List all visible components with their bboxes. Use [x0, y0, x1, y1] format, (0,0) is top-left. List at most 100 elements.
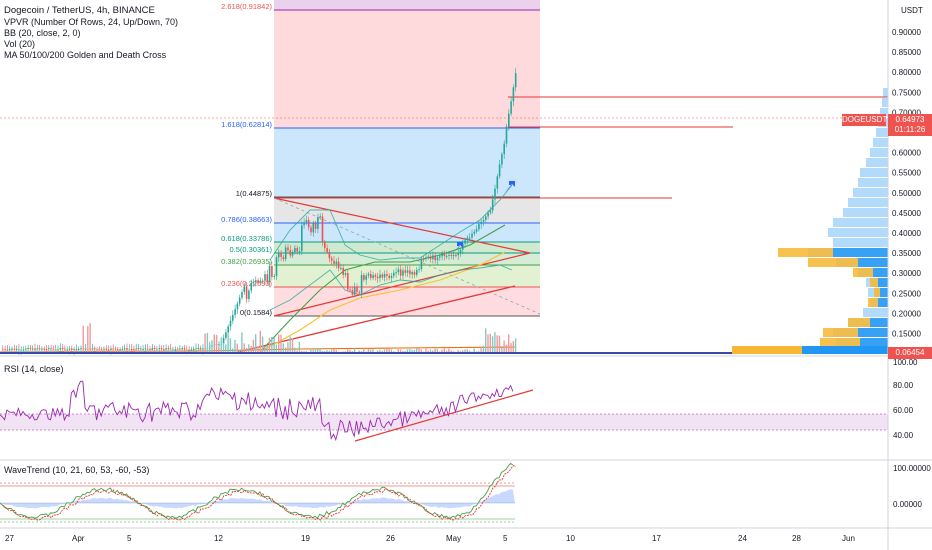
rsi-label[interactable]: RSI (14, close) [4, 364, 64, 374]
indicator-vol[interactable]: Vol (20) [4, 39, 36, 49]
volume-profile-down [808, 258, 858, 267]
volume-bar [291, 338, 294, 354]
candle-body [485, 216, 487, 220]
candle-body [190, 349, 193, 351]
volume-bar [409, 349, 411, 354]
last-price-badge: 0.64973 [888, 114, 932, 126]
candle-body [38, 348, 41, 350]
candle-body [330, 258, 333, 261]
candle-body [241, 292, 243, 298]
candle-body [234, 309, 236, 315]
countdown-badge: 01:11:26 [888, 124, 932, 136]
time-tick-label: May [446, 534, 461, 543]
price-tick-label: 0.25000 [892, 289, 921, 298]
indicator-ma[interactable]: MA 50/100/200 Golden and Death Cross [4, 50, 167, 60]
volume-bar [245, 347, 248, 354]
volume-bar [353, 348, 356, 354]
candle-body [381, 274, 384, 278]
volume-bar [282, 343, 284, 354]
volume-bar [335, 349, 337, 354]
currency-label: USDT [901, 6, 923, 15]
rsi-tick-label: 40.00 [893, 431, 914, 440]
volume-bar [489, 333, 491, 354]
volume-bar [390, 349, 393, 354]
candle-body [289, 250, 292, 256]
volume-bar [284, 347, 287, 354]
candle-body [406, 270, 409, 273]
volume-bar [121, 349, 123, 354]
volume-bar [232, 348, 234, 354]
candle-body [119, 349, 121, 351]
time-axis[interactable]: 27 Apr 5 12 19 26 May 5 10 17 24 28 Jun [5, 534, 855, 543]
candle-body [130, 349, 133, 351]
candle-body [388, 275, 390, 278]
candle-body [80, 348, 82, 350]
fib-label: 1.618(0.62814) [221, 120, 272, 129]
volume-bar [220, 337, 222, 354]
volume-bar [52, 348, 54, 354]
volume-bar [252, 339, 255, 354]
candle-body [248, 290, 250, 300]
volume-bar [64, 348, 66, 354]
candle-body [188, 349, 190, 351]
volume-profile-row [873, 138, 888, 147]
volume-bar [289, 336, 291, 354]
candle-body [312, 223, 315, 233]
candle-body [439, 256, 441, 258]
candle-body [195, 348, 197, 350]
candle-body [225, 332, 227, 338]
candle-body [252, 282, 255, 284]
candle-body [296, 247, 298, 252]
chart-title[interactable]: Dogecoin / TetherUS, 4h, BINANCE [4, 5, 155, 16]
volume-bar [18, 349, 20, 354]
volume-bar [209, 344, 211, 354]
indicator-vpvr[interactable]: VPVR (Number Of Rows, 24, Up/Down, 70) [4, 17, 179, 27]
fib-lines [274, 9, 540, 317]
volume-profile-row [848, 198, 888, 207]
candle-body [508, 113, 510, 127]
candle-body [365, 275, 367, 280]
candle-body [441, 253, 443, 257]
candle-body [347, 273, 349, 290]
candle-body [498, 164, 501, 177]
volume-bar [330, 349, 333, 354]
volume-bar [100, 349, 103, 354]
candle-body [75, 349, 78, 351]
time-tick-label: Apr [72, 534, 85, 543]
candle-body [434, 255, 436, 261]
candle-body [356, 287, 358, 293]
trendlines [237, 285, 516, 353]
direction-arrows [452, 181, 515, 254]
volume-bar [91, 349, 94, 354]
price-axis[interactable]: 0.900000.850000.800000.750000.700000.650… [892, 28, 921, 359]
candle-body [238, 297, 241, 304]
candle-body [360, 274, 363, 294]
volume-bar [399, 349, 402, 354]
candle-body [25, 348, 27, 350]
volume-bar [514, 338, 517, 354]
time-tick-label: 5 [503, 534, 508, 543]
volume-bar [243, 343, 245, 354]
candle-body [457, 252, 459, 256]
volume-profile-down [848, 318, 870, 327]
volume-bar [275, 344, 278, 354]
fib-labels: 2.618(0.91842) 1.618(0.62814) 1(0.44875) 0.… [221, 2, 272, 317]
candle-body [404, 270, 407, 273]
candle-body [135, 348, 137, 350]
candle-body [114, 348, 117, 350]
candle-body [480, 221, 482, 225]
price-tick-label: 0.35000 [892, 249, 921, 258]
volume-bar [128, 348, 130, 354]
volume-bar [227, 332, 229, 354]
candle-body [436, 257, 439, 261]
indicator-bb[interactable]: BB (20, close, 2, 0) [4, 28, 81, 38]
candle-body [133, 349, 135, 351]
time-tick-label: 12 [214, 534, 223, 543]
volume-bar [218, 347, 220, 354]
wavetrend-label[interactable]: WaveTrend (10, 21, 60, 53, -60, -53) [4, 465, 150, 475]
candle-body [179, 348, 181, 350]
candle-body [153, 348, 156, 350]
volume-profile-down [868, 298, 878, 307]
volume-profile-up [870, 318, 888, 327]
